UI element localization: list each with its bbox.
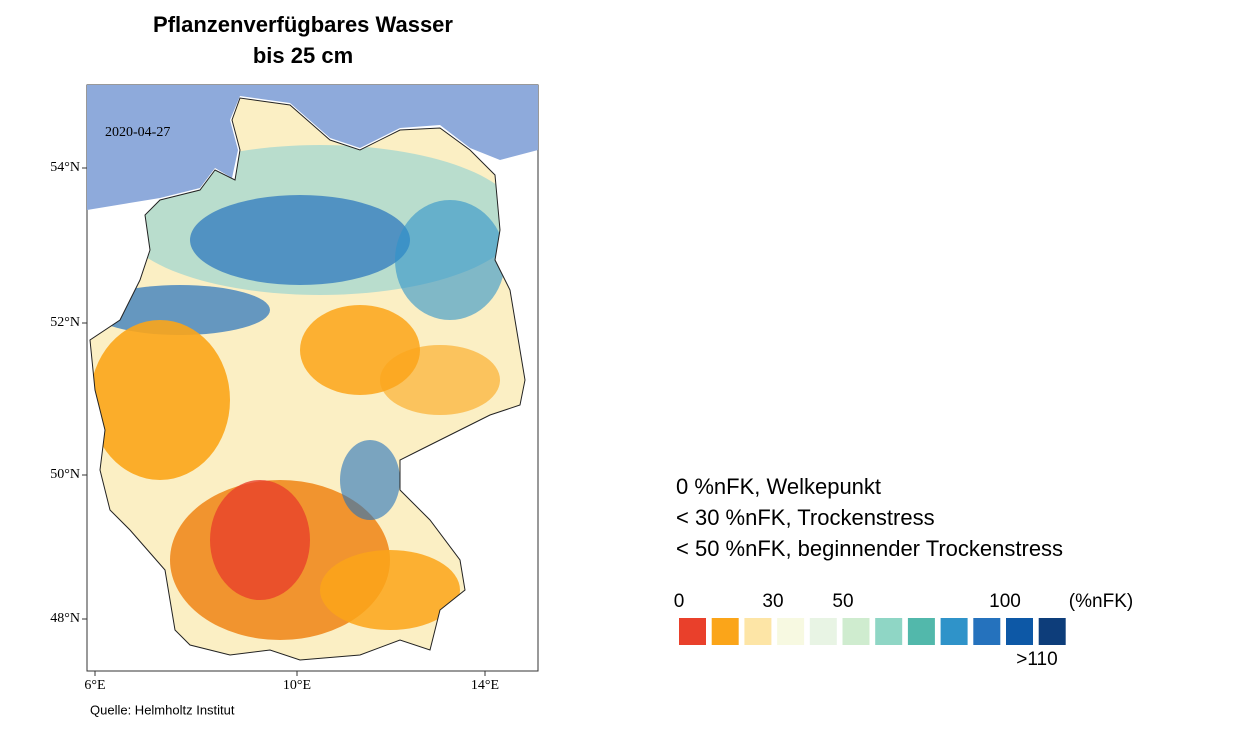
lon-label: 14°E xyxy=(471,678,499,693)
lon-axis: 6°E 10°E 14°E xyxy=(84,671,499,693)
notes: 0 %nFK, Welkepunkt < 30 %nFK, Trockenstre… xyxy=(676,474,1063,561)
legend-swatch xyxy=(907,618,935,645)
lat-label: 52°N xyxy=(50,315,80,330)
legend: 0 30 50 100 (%nFK) >110 xyxy=(674,591,1133,670)
map: 2020-04-27 xyxy=(86,84,539,672)
sea xyxy=(87,85,538,210)
legend-swatch xyxy=(973,618,1001,645)
subtitle: bis 25 cm xyxy=(253,43,353,68)
title: Pflanzenverfügbares Wasser xyxy=(153,12,453,37)
legend-unit: (%nFK) xyxy=(1069,591,1133,612)
legend-swatch xyxy=(777,618,805,645)
note: < 50 %nFK, beginnender Trockenstress xyxy=(676,536,1063,561)
legend-swatch xyxy=(679,618,706,645)
border xyxy=(89,97,526,661)
lat-label: 50°N xyxy=(50,467,80,482)
legend-tick: 0 xyxy=(674,591,685,612)
lat-label: 54°N xyxy=(50,160,80,175)
lat-label: 48°N xyxy=(50,611,80,626)
source: Quelle: Helmholtz Institut xyxy=(90,702,235,717)
legend-swatch xyxy=(875,618,903,645)
legend-swatch xyxy=(1038,618,1066,645)
map-date: 2020-04-27 xyxy=(105,125,170,140)
lat-axis: 54°N 52°N 50°N 48°N xyxy=(50,160,87,626)
legend-swatch xyxy=(1006,618,1033,645)
note: < 30 %nFK, Trockenstress xyxy=(676,505,935,530)
legend-swatch xyxy=(809,618,837,645)
legend-tick: 100 xyxy=(989,591,1021,612)
lon-label: 10°E xyxy=(283,678,311,693)
legend-swatch xyxy=(842,618,870,645)
legend-tick: 30 xyxy=(762,591,783,612)
note: 0 %nFK, Welkepunkt xyxy=(676,474,881,499)
legend-swatch xyxy=(940,618,968,645)
legend-max: >110 xyxy=(1016,649,1057,670)
legend-swatch xyxy=(744,618,772,645)
lon-label: 6°E xyxy=(84,678,105,693)
legend-swatch xyxy=(711,618,739,645)
legend-tick: 50 xyxy=(832,591,853,612)
